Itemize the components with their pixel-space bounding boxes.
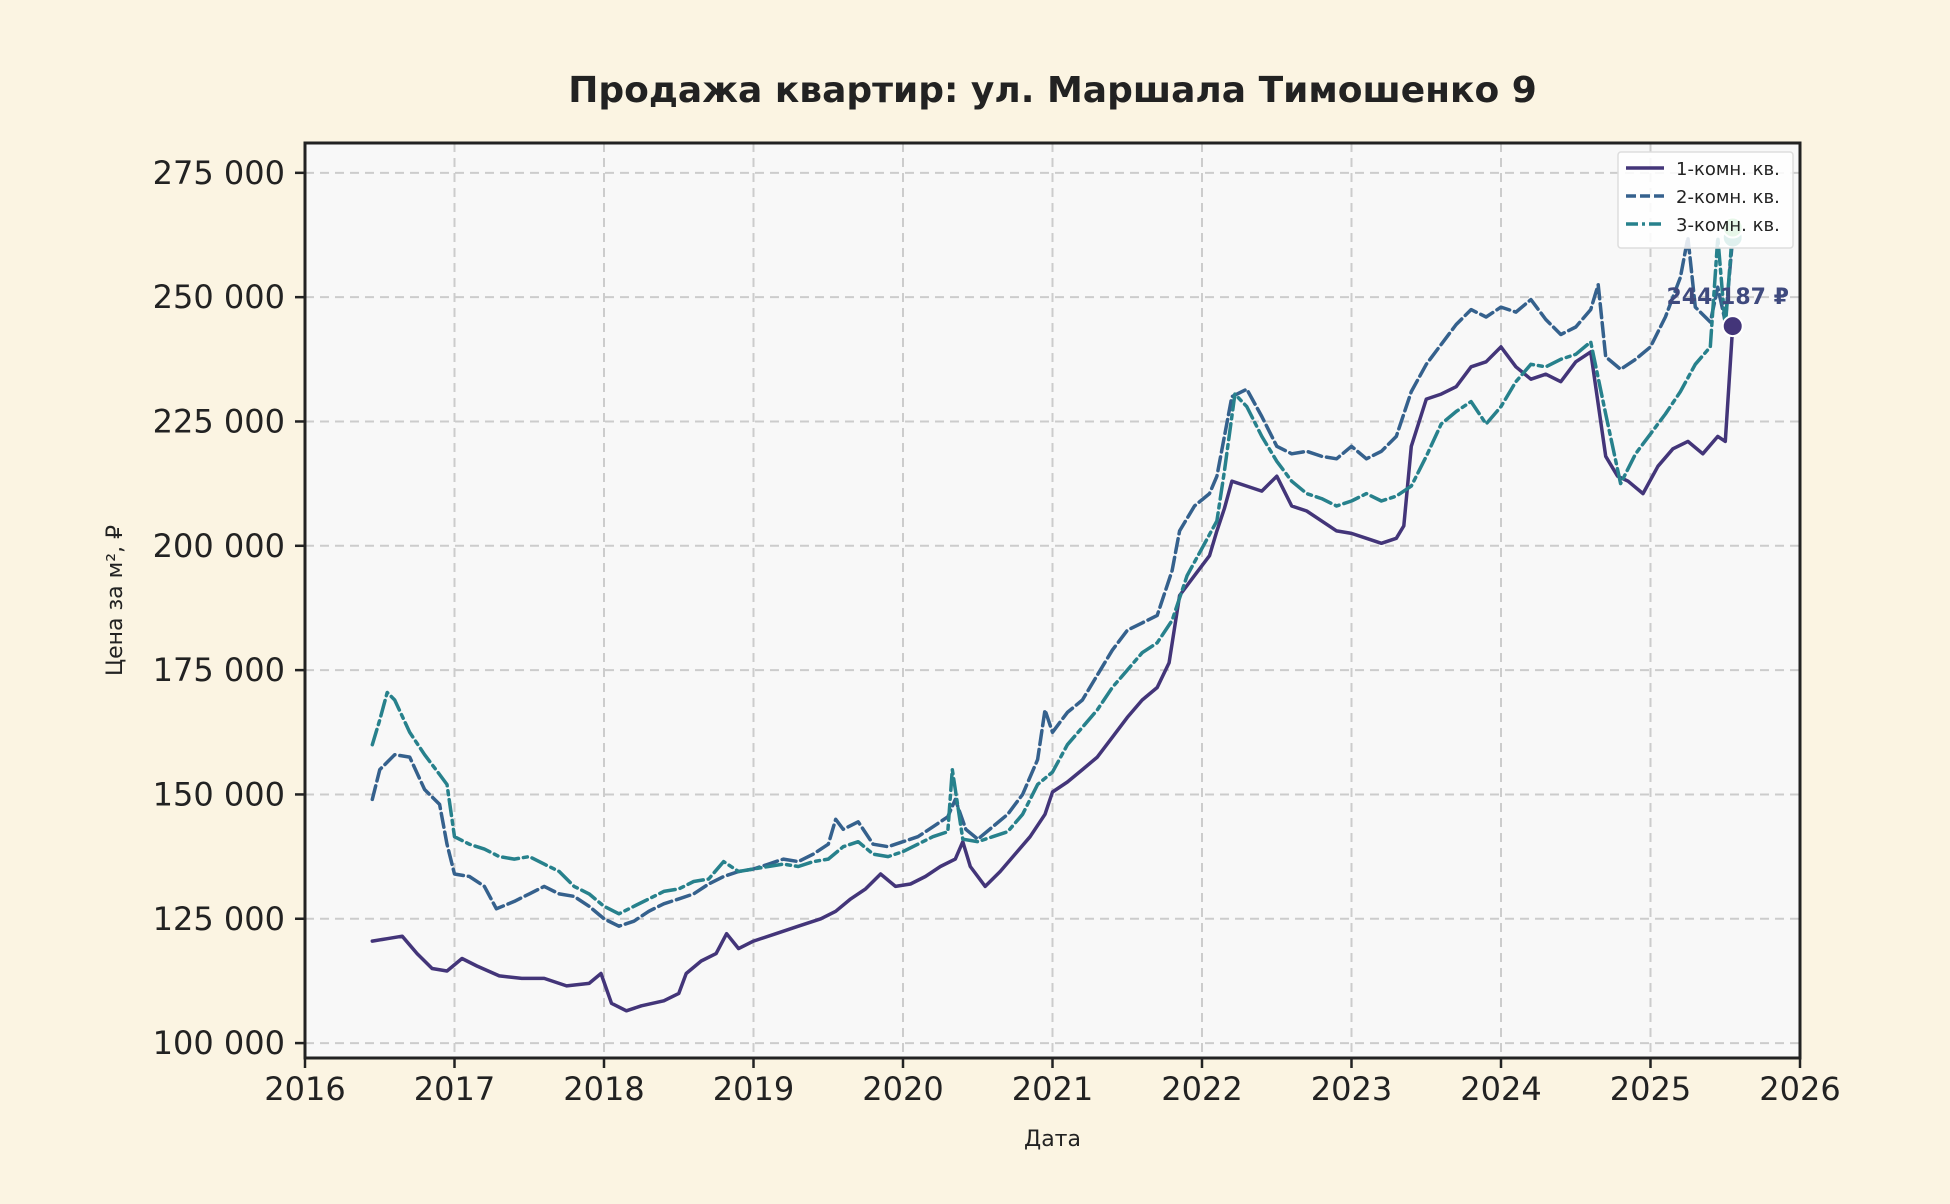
- x-tick-label: 2019: [713, 1070, 794, 1108]
- y-tick-label: 250 000: [153, 278, 285, 316]
- y-tick-label: 175 000: [153, 651, 285, 689]
- x-tick-label: 2024: [1460, 1070, 1541, 1108]
- y-tick-label: 225 000: [153, 402, 285, 440]
- y-tick-label: 200 000: [153, 527, 285, 565]
- x-tick-label: 2020: [862, 1070, 943, 1108]
- series-line-3: [370, 225, 1735, 916]
- x-tick-label: 2018: [563, 1070, 644, 1108]
- x-axis-label: Дата: [1024, 1127, 1081, 1152]
- series-line-2: [370, 235, 1735, 928]
- x-tick-label: 2022: [1161, 1070, 1242, 1108]
- x-tick-label: 2021: [1012, 1070, 1093, 1108]
- y-tick-label: 100 000: [153, 1024, 285, 1062]
- y-tick-label: 275 000: [153, 154, 285, 192]
- plot-frame: [303, 141, 1802, 1060]
- chart-title: Продажа квартир: ул. Маршала Тимошенко 9: [568, 70, 1537, 111]
- series-line-1: [370, 324, 1735, 1013]
- legend-label-1: 1-комн. кв.: [1676, 159, 1780, 180]
- x-tick-label: 2016: [264, 1070, 345, 1108]
- legend-label-3: 3-комн. кв.: [1676, 215, 1780, 236]
- y-tick-label: 150 000: [153, 775, 285, 813]
- y-tick-label: 125 000: [153, 900, 285, 938]
- x-tick-label: 2025: [1610, 1070, 1691, 1108]
- legend-box: [1617, 151, 1794, 249]
- price-annotation: 244 187 ₽: [1666, 285, 1788, 310]
- legend-label-2: 2-комн. кв.: [1676, 187, 1780, 208]
- x-tick-label: 2017: [414, 1070, 495, 1108]
- end-marker-1: [1721, 315, 1744, 338]
- x-tick-label: 2023: [1311, 1070, 1392, 1108]
- x-tick-label: 2026: [1759, 1070, 1840, 1108]
- y-axis-label: Цена за м², ₽: [103, 525, 128, 676]
